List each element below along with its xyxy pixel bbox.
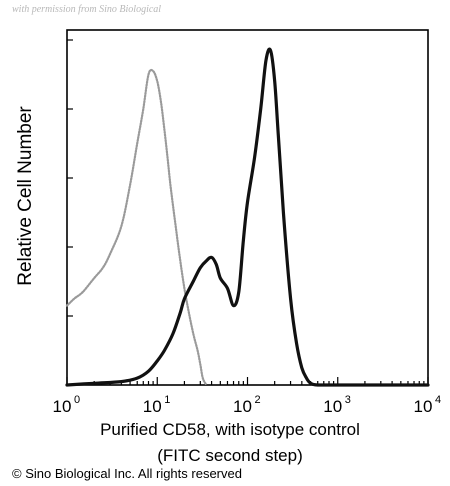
x-tick-label-exponent: 4 — [435, 394, 441, 406]
watermark-text: with permission from Sino Biological — [12, 4, 162, 15]
copyright-notice: © Sino Biological Inc. All rights reserv… — [12, 466, 242, 481]
y-axis-label: Relative Cell Number — [15, 106, 36, 286]
x-tick-label-base: 10 — [233, 397, 252, 416]
x-tick-label-base: 10 — [323, 397, 342, 416]
x-tick-label-base: 10 — [414, 397, 433, 416]
x-tick-label-exponent: 2 — [254, 394, 260, 406]
x-tick-label: 10 3 — [323, 394, 351, 416]
x-tick-label-exponent: 3 — [345, 394, 351, 406]
x-tick-label: 10 4 — [414, 394, 442, 416]
isotype-control-line — [65, 68, 208, 387]
x-tick-label-base: 10 — [143, 397, 162, 416]
x-tick-label: 10 2 — [233, 394, 261, 416]
histogram-series — [65, 47, 430, 387]
x-tick-label-exponent: 1 — [164, 394, 170, 406]
x-tick-label: 10 0 — [53, 394, 81, 416]
x-axis-label-line-1: Purified CD58, with isotype control — [100, 420, 360, 439]
x-tick-label: 10 1 — [143, 394, 171, 416]
cd58-stain-line — [65, 47, 430, 387]
x-tick-label-exponent: 0 — [74, 394, 80, 406]
x-tick-label-base: 10 — [53, 397, 72, 416]
x-tick-labels: 10 0 10 1 10 2 10 3 10 4 — [53, 394, 442, 416]
x-axis-label-line-2: (FITC second step) — [157, 446, 303, 465]
